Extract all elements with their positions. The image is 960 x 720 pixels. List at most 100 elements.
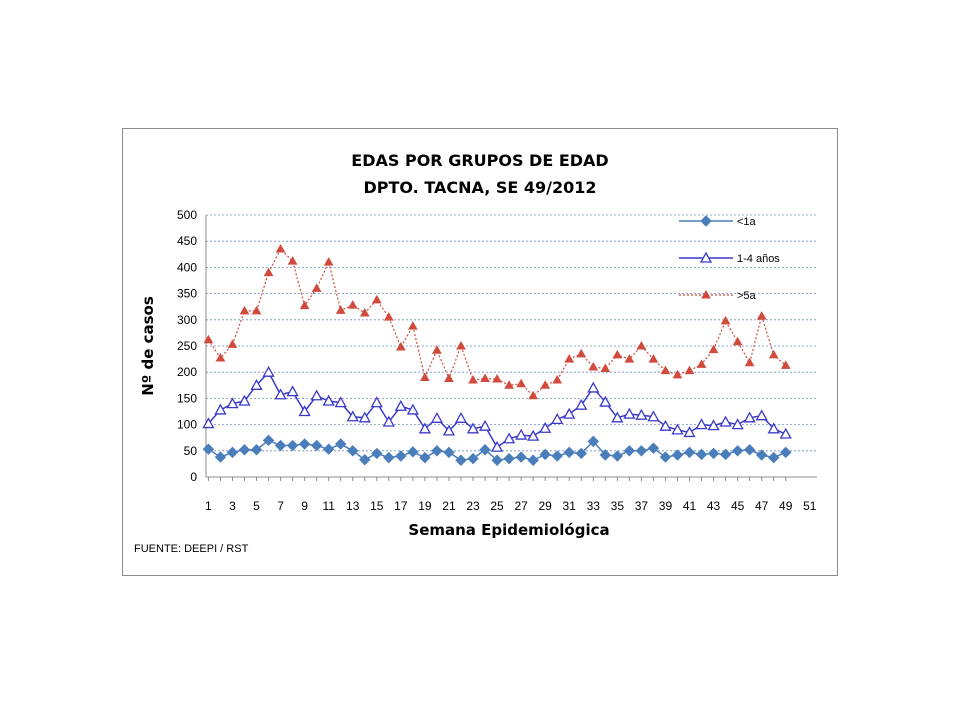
data-point [226, 446, 239, 459]
data-point [600, 363, 611, 373]
data-point [699, 251, 713, 263]
x-tick-label: 39 [659, 499, 673, 513]
series-1 [202, 434, 792, 466]
y-tick-label: 500 [177, 208, 197, 222]
data-point [420, 372, 430, 381]
data-point [503, 452, 515, 465]
x-tick-label: 29 [538, 499, 552, 513]
y-axis-title: Nº de casos [139, 296, 157, 396]
data-point [623, 407, 636, 419]
x-tick-label: 51 [803, 499, 817, 513]
data-point [756, 311, 767, 320]
data-point [202, 443, 215, 455]
data-point [383, 451, 395, 464]
data-point [744, 357, 755, 367]
data-point [359, 454, 371, 466]
data-point [251, 305, 262, 315]
data-point [215, 353, 226, 362]
data-point [468, 375, 478, 384]
data-point [612, 349, 623, 359]
data-point [492, 374, 502, 383]
data-point [671, 423, 684, 435]
chart-title-line-2: DPTO. TACNA, SE 49/2012 [364, 178, 597, 197]
data-point [454, 411, 468, 423]
data-point [466, 422, 480, 434]
data-point [444, 373, 454, 382]
data-point [575, 447, 587, 460]
legend-item: <1a [679, 215, 757, 228]
data-point [540, 380, 551, 389]
legend-label: <1a [737, 216, 757, 228]
data-point [587, 435, 599, 448]
data-point [395, 450, 407, 462]
data-point [563, 407, 576, 419]
data-point [779, 427, 792, 439]
data-point [214, 403, 227, 415]
data-point [732, 336, 743, 346]
x-tick-label: 15 [370, 499, 384, 513]
x-tick-label: 41 [683, 499, 697, 513]
gridlines [206, 214, 817, 452]
source-note: FUENTE: DEEPI / RST [134, 543, 249, 555]
data-point [395, 342, 406, 351]
x-tick-label: 35 [611, 499, 625, 513]
data-point [635, 445, 648, 457]
data-point [780, 446, 792, 459]
x-tick-label: 3 [229, 499, 236, 513]
x-tick-label: 5 [253, 499, 260, 513]
data-point [263, 267, 274, 277]
data-point [311, 283, 322, 292]
data-point [587, 381, 600, 393]
x-tick-label: 33 [587, 499, 601, 513]
legend-label: >5a [737, 290, 757, 302]
data-point [683, 426, 696, 438]
data-point [394, 399, 407, 411]
data-point [455, 454, 467, 466]
x-tick-label: 25 [490, 499, 504, 513]
data-point [299, 300, 310, 310]
line-chart: EDAS POR GRUPOS DE EDAD DPTO. TACNA, SE … [134, 151, 817, 555]
data-point [515, 428, 528, 440]
y-tick-label: 200 [177, 365, 197, 379]
x-tick-label: 45 [731, 499, 745, 513]
data-point [515, 451, 527, 463]
data-point [767, 451, 780, 464]
y-tick-label: 50 [184, 444, 198, 458]
data-point [250, 378, 263, 390]
data-point [768, 349, 779, 359]
x-tick-label: 27 [514, 499, 528, 513]
chart-title-line-1: EDAS POR GRUPOS DE EDAD [351, 151, 608, 170]
data-point [611, 450, 624, 462]
series-group [202, 244, 792, 466]
x-tick-label: 21 [442, 499, 456, 513]
data-point [755, 449, 768, 461]
data-point [456, 340, 466, 350]
data-point [648, 354, 659, 363]
data-point [467, 452, 479, 465]
data-point [491, 454, 503, 466]
data-point [407, 446, 419, 458]
x-tick-label: 17 [394, 499, 408, 513]
data-point [274, 388, 287, 400]
data-point [527, 429, 540, 441]
data-point [432, 345, 442, 354]
data-point [707, 419, 720, 431]
data-point [552, 375, 563, 384]
x-tick-label: 23 [466, 499, 480, 513]
data-point [684, 365, 695, 375]
data-point [227, 339, 238, 348]
data-point [660, 365, 671, 375]
data-point [708, 344, 719, 354]
data-point [347, 445, 359, 457]
data-point [659, 451, 672, 463]
data-point [323, 257, 334, 266]
y-tick-label: 300 [177, 313, 197, 327]
data-point [262, 365, 275, 377]
y-tick-label: 350 [177, 287, 197, 301]
data-point [695, 418, 708, 430]
data-point [480, 373, 490, 382]
data-point [298, 405, 311, 417]
data-point [659, 419, 672, 431]
series-line [207, 370, 787, 449]
x-tick-label: 43 [707, 499, 721, 513]
